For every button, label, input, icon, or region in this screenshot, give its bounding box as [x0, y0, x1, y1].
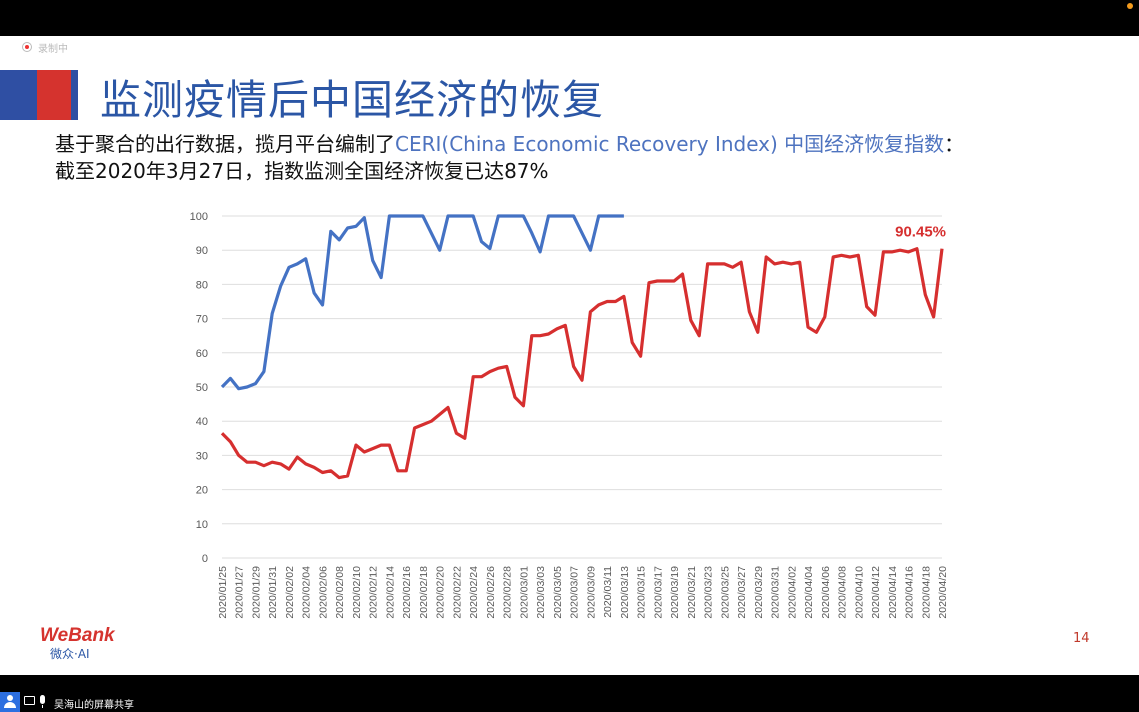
subtitle-line-2: 截至2020年3月27日，指数监测全国经济恢复已达87% [55, 159, 549, 183]
recording-status-dot [1127, 3, 1133, 9]
x-tick-label: 2020/02/08 [334, 566, 346, 619]
logo-wordmark: WeBank [40, 626, 115, 646]
x-tick-label: 2020/01/25 [217, 566, 229, 619]
x-tick-label: 2020/04/16 [904, 566, 916, 619]
subtitle-line-1: 基于聚合的出行数据，揽月平台编制了CERI(China Economic Rec… [55, 131, 964, 158]
top-bar [0, 0, 1139, 36]
webank-logo: WeBank 微众·AI [40, 626, 115, 662]
y-tick-label: 40 [196, 416, 208, 428]
x-tick-label: 2020/02/28 [502, 566, 514, 619]
subtitle-suffix: ： [944, 132, 965, 156]
x-tick-label: 2020/03/03 [535, 566, 547, 619]
x-tick-label: 2020/02/10 [351, 566, 363, 619]
x-tick-label: 2020/03/25 [719, 566, 731, 619]
y-tick-label: 50 [196, 382, 208, 394]
y-tick-label: 80 [196, 279, 208, 291]
x-tick-label: 2020/01/31 [267, 566, 279, 619]
x-tick-label: 2020/02/02 [284, 566, 296, 619]
x-tick-label: 2020/03/13 [619, 566, 631, 619]
logo-subtitle: 微众·AI [50, 647, 90, 661]
x-tick-label: 2020/01/27 [234, 566, 246, 619]
screen-share-label: 吴海山的屏幕共享 [54, 700, 134, 711]
page-number: 14 [1073, 631, 1090, 646]
x-tick-label: 2020/04/06 [820, 566, 832, 619]
y-tick-label: 100 [190, 211, 208, 223]
x-tick-label: 2020/03/29 [753, 566, 765, 619]
x-tick-label: 2020/03/05 [552, 566, 564, 619]
subtitle-prefix: 基于聚合的出行数据，揽月平台编制了 [55, 132, 395, 156]
record-icon [22, 42, 32, 52]
series-line-2020 [220, 247, 944, 480]
x-tick-label: 2020/02/22 [451, 566, 463, 619]
x-tick-label: 2020/04/02 [786, 566, 798, 619]
x-tick-label: 2020/02/16 [401, 566, 413, 619]
x-tick-label: 2020/03/17 [652, 566, 664, 619]
x-tick-label: 2020/02/20 [435, 566, 447, 619]
slide: 录制中 监测疫情后中国经济的恢复 基于聚合的出行数据，揽月平台编制了CERI(C… [0, 36, 1139, 675]
x-tick-label: 2020/03/21 [686, 566, 698, 619]
title-decoration [0, 70, 78, 120]
x-tick-label: 2020/02/24 [468, 566, 480, 619]
y-tick-label: 90 [196, 245, 208, 257]
x-tick-label: 2020/04/20 [937, 566, 949, 619]
y-tick-label: 60 [196, 348, 208, 360]
x-tick-label: 2020/02/26 [485, 566, 497, 619]
x-tick-label: 2020/04/08 [837, 566, 849, 619]
x-tick-label: 2020/03/27 [736, 566, 748, 619]
page-title: 监测疫情后中国经济的恢复 [100, 76, 604, 124]
y-tick-label: 70 [196, 314, 208, 326]
series-line-2019 [220, 214, 624, 391]
x-tick-label: 2020/04/04 [803, 566, 815, 619]
x-tick-label: 2020/01/29 [250, 566, 262, 619]
y-tick-label: 10 [196, 519, 208, 531]
x-tick-label: 2020/04/14 [887, 566, 899, 619]
x-tick-label: 2020/03/19 [669, 566, 681, 619]
annotation-label: 90.45% [895, 224, 946, 241]
user-icon[interactable] [0, 692, 20, 712]
subtitle: 基于聚合的出行数据，揽月平台编制了CERI(China Economic Rec… [55, 131, 964, 185]
x-tick-label: 2020/02/06 [317, 566, 329, 619]
microphone-icon[interactable] [40, 695, 45, 708]
x-tick-label: 2020/04/18 [920, 566, 932, 619]
x-tick-label: 2020/03/23 [703, 566, 715, 619]
x-tick-label: 2020/03/07 [569, 566, 581, 619]
x-tick-label: 2020/04/10 [853, 566, 865, 619]
y-tick-label: 30 [196, 450, 208, 462]
x-tick-label: 2020/03/11 [602, 566, 614, 618]
x-tick-label: 2020/03/09 [585, 566, 597, 619]
x-tick-label: 2020/03/15 [636, 566, 648, 619]
ceri-line-chart: 0 10 20 30 40 50 60 70 80 90 100 2020/01/25 2020/01/… [190, 211, 949, 619]
x-tick-label: 2020/02/18 [418, 566, 430, 619]
x-tick-label: 2020/03/31 [770, 566, 782, 619]
recording-indicator: 录制中 [22, 40, 68, 55]
x-tick-label: 2020/02/12 [368, 566, 380, 619]
x-tick-label: 2020/04/12 [870, 566, 882, 619]
screen-share-icon[interactable] [24, 696, 35, 705]
y-tick-label: 20 [196, 485, 208, 497]
bottom-bar: 吴海山的屏幕共享 [0, 692, 1139, 712]
x-tick-label: 2020/02/14 [384, 566, 396, 619]
y-tick-label: 0 [202, 553, 208, 565]
x-tick-label: 2020/03/01 [518, 566, 530, 619]
logo-text: WeBank [40, 625, 115, 646]
title-decoration-red [37, 70, 71, 120]
recording-label: 录制中 [38, 43, 68, 55]
subtitle-highlight: CERI(China Economic Recovery Index) 中国经济… [395, 132, 945, 156]
x-tick-label: 2020/02/04 [301, 566, 313, 619]
